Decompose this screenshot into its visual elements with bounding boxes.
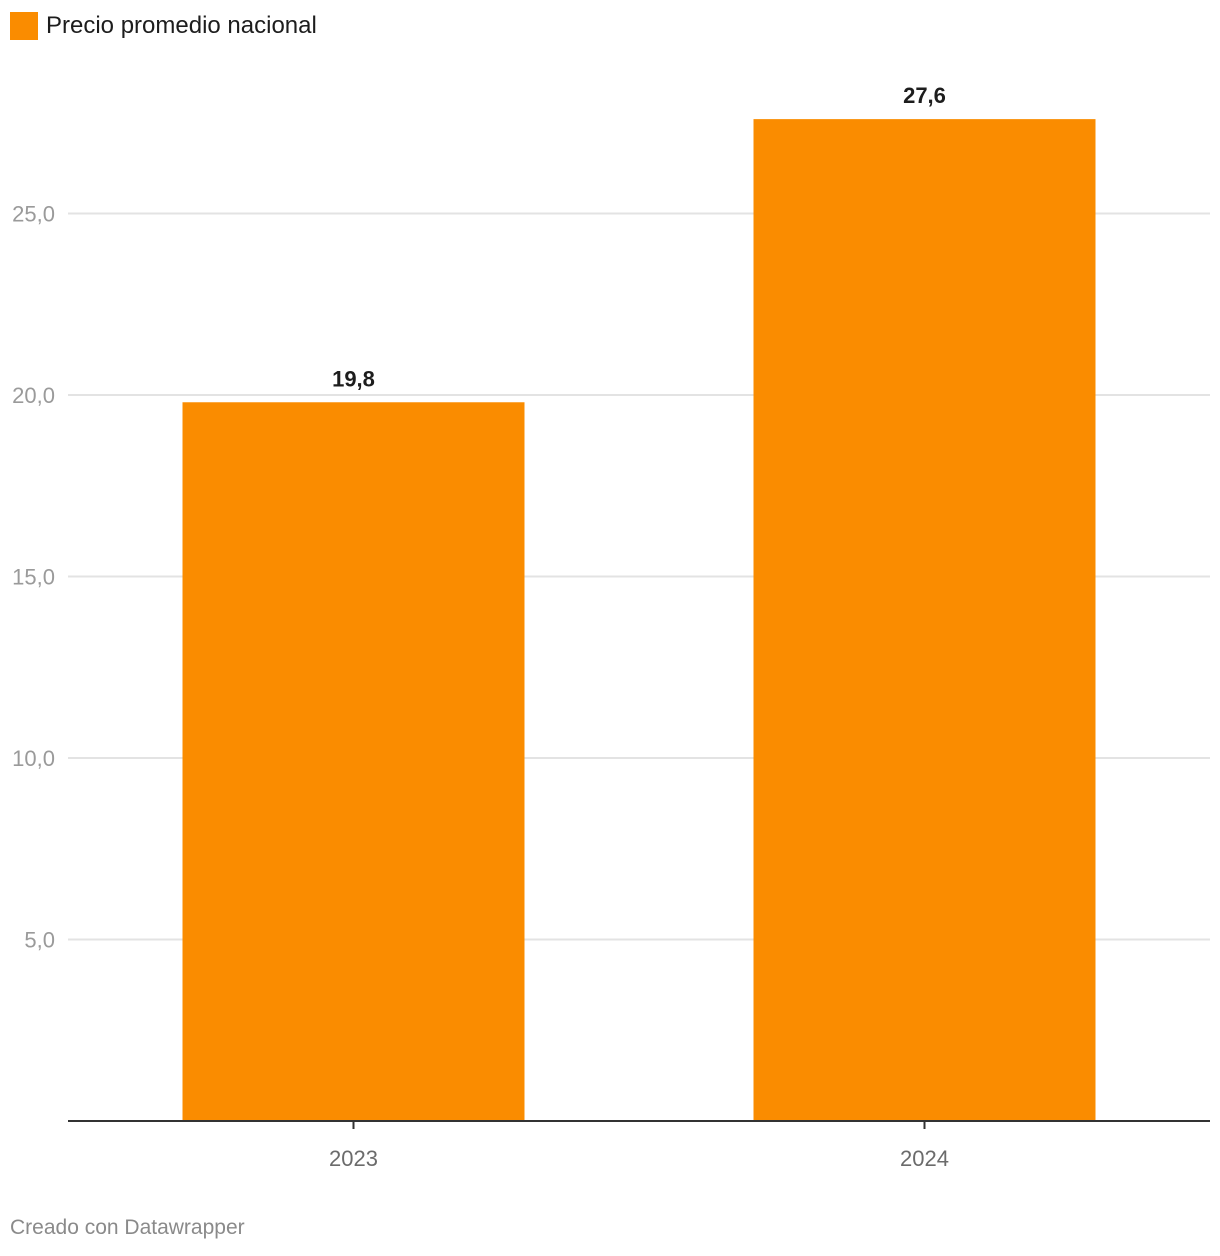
value-label-2023: 19,8 (332, 366, 375, 391)
legend: Precio promedio nacional (10, 12, 317, 40)
y-tick-label: 15,0 (12, 565, 55, 590)
bar-2023 (182, 402, 525, 1121)
x-tick-label-2024: 2024 (900, 1146, 949, 1171)
x-axis: 2023 2024 (68, 1120, 1210, 1171)
x-tick-label-2023: 2023 (329, 1146, 378, 1171)
legend-label: Precio promedio nacional (46, 12, 317, 39)
bar-2024 (753, 119, 1096, 1122)
value-label-2024: 27,6 (903, 83, 946, 108)
y-tick-label: 5,0 (24, 928, 55, 953)
bars (182, 119, 1096, 1122)
legend-swatch (10, 12, 38, 40)
value-labels: 19,8 27,6 (332, 83, 946, 391)
y-axis-ticks: 5,0 10,0 15,0 20,0 25,0 (12, 202, 55, 953)
y-tick-label: 20,0 (12, 383, 55, 408)
y-tick-label: 10,0 (12, 746, 55, 771)
footer-credit: Creado con Datawrapper (10, 1216, 245, 1239)
y-tick-label: 25,0 (12, 202, 55, 227)
